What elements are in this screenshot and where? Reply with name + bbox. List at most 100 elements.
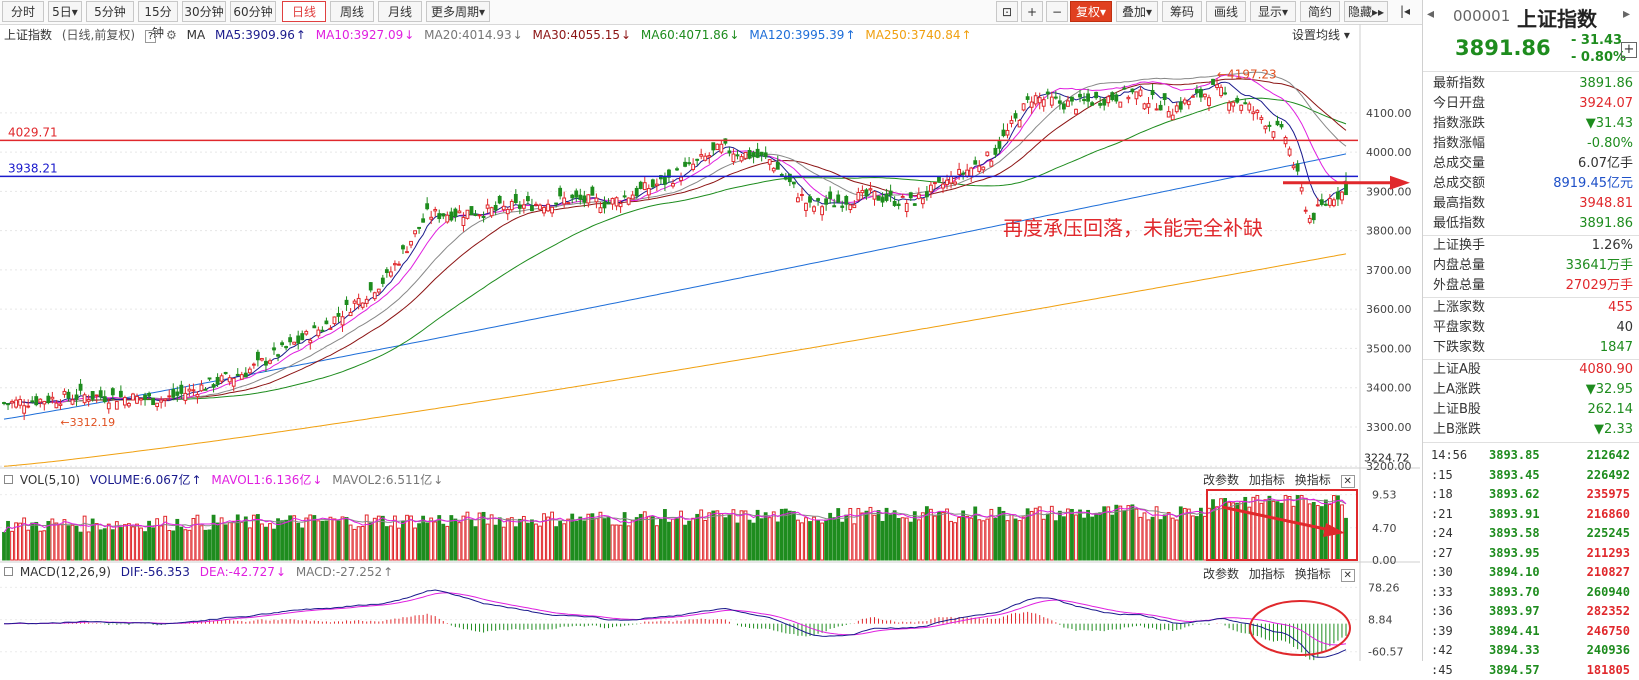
restore-rights-button[interactable]: 复权▾ <box>1070 1 1112 22</box>
candle-body <box>288 337 293 343</box>
tick-time: :24 <box>1431 526 1453 540</box>
candle-body <box>703 155 708 161</box>
candle-body <box>1303 209 1308 212</box>
vol-switch-indicator-button[interactable]: 换指标 <box>1294 473 1331 487</box>
volume-bar <box>26 529 31 561</box>
volume-bar <box>542 513 546 561</box>
quote-row-label: 上A涨跌 <box>1433 382 1481 397</box>
candle-body <box>304 330 309 335</box>
ma-settings-button[interactable]: 设置均线 ▾ <box>1292 28 1350 42</box>
volume-bar <box>62 519 67 561</box>
candle-body <box>929 184 933 193</box>
volume-bar <box>759 518 764 561</box>
overlay-button[interactable]: 叠加▾ <box>1116 1 1158 22</box>
candle-body <box>642 182 647 191</box>
period-tab-daily[interactable]: 日线 <box>282 1 326 22</box>
candle-body <box>352 300 357 304</box>
vol-close-icon[interactable]: ✕ <box>1340 475 1355 488</box>
candle-body <box>920 198 925 205</box>
tick-time: :45 <box>1431 662 1453 677</box>
period-tab-30min[interactable]: 30分钟 <box>182 1 226 22</box>
volume-bar <box>1102 506 1107 561</box>
candle-body <box>360 302 365 308</box>
volume-bar <box>1291 505 1296 561</box>
gear-icon[interactable]: ⚙ <box>166 28 177 42</box>
volume-bar <box>824 519 829 561</box>
macd-edit-params-button[interactable]: 改参数 <box>1203 567 1240 581</box>
more-periods-button[interactable]: 更多周期▾ <box>426 1 490 22</box>
macd-add-indicator-button[interactable]: 加指标 <box>1248 567 1285 581</box>
quote-row-value: 262.14 <box>1587 402 1634 417</box>
tick-price: 3893.45 <box>1489 467 1540 482</box>
period-tab-60min[interactable]: 60分钟 <box>230 1 276 22</box>
candle-body <box>872 190 877 200</box>
tick-price: 3893.95 <box>1489 545 1540 560</box>
candle-body <box>368 282 373 291</box>
candle-body <box>227 377 232 383</box>
volume-bar <box>195 514 200 561</box>
volume-bar <box>485 523 490 561</box>
candle-body <box>1227 102 1232 111</box>
help-icon[interactable]: ? <box>144 30 157 43</box>
volume-bar <box>993 517 998 561</box>
ma30-value: MA30:4055.15 <box>532 28 621 42</box>
volume-bar <box>787 510 792 561</box>
simple-button[interactable]: 简约 <box>1300 1 1340 22</box>
candle-body <box>1182 99 1187 104</box>
dea-line <box>4 592 1347 646</box>
red-arrow-head <box>1390 175 1410 190</box>
volume-bar <box>779 508 784 561</box>
volume-bar <box>320 520 325 561</box>
collapse-icon[interactable]: |◂ <box>1399 4 1411 18</box>
candle-body <box>1336 191 1340 200</box>
volume-bar <box>558 521 563 561</box>
lock-icon[interactable]: ⊡ <box>996 1 1018 22</box>
display-button[interactable]: 显示▾ <box>1250 1 1296 22</box>
candle-body <box>525 196 530 202</box>
volume-bar <box>231 520 236 561</box>
macd-switch-indicator-button[interactable]: 换指标 <box>1294 567 1331 581</box>
vol-edit-params-button[interactable]: 改参数 <box>1203 473 1240 487</box>
volume-bar <box>820 522 825 561</box>
period-tab-weekly[interactable]: 周线 <box>330 1 374 22</box>
add-watchlist-icon[interactable]: + <box>1621 42 1637 58</box>
volume-bar <box>344 517 349 561</box>
candle-body <box>1106 96 1111 104</box>
period-tab-intraday[interactable]: 分时 <box>2 1 44 22</box>
volume-bar <box>1122 510 1127 561</box>
y-tick-label: 3300.00 <box>1366 421 1412 434</box>
period-tab-5min[interactable]: 5分钟 <box>86 1 134 22</box>
hide-button[interactable]: 隐藏▸▸ <box>1344 1 1388 22</box>
candle-body <box>54 402 59 409</box>
volume-bar <box>977 519 982 561</box>
volume-bar <box>1299 495 1304 561</box>
prev-stock-icon[interactable]: ◂ <box>1427 6 1435 22</box>
quote-row-label: 最高指数 <box>1433 196 1486 211</box>
candle-body <box>1194 89 1199 94</box>
volume-bar <box>1138 516 1143 561</box>
vol-tick-label: 4.70 <box>1372 522 1397 535</box>
candle-body <box>332 316 337 325</box>
next-stock-icon[interactable]: ▸ <box>1623 6 1631 22</box>
tick-price: 3893.85 <box>1489 448 1540 462</box>
volume-bar <box>264 526 268 561</box>
tick-volume: 181805 <box>1586 662 1630 677</box>
zoom-in-icon[interactable]: + <box>1021 1 1043 22</box>
stock-name: 上证指数 <box>1517 7 1597 31</box>
volume-bar <box>880 520 885 561</box>
candle-body <box>1271 131 1276 138</box>
candle-body <box>1315 204 1320 207</box>
macd-close-icon[interactable]: ✕ <box>1340 569 1355 582</box>
period-tab-5day[interactable]: 5日▾ <box>48 1 82 22</box>
zoom-out-icon[interactable]: − <box>1046 1 1068 22</box>
period-tab-monthly[interactable]: 月线 <box>378 1 422 22</box>
chips-button[interactable]: 筹码 <box>1162 1 1202 22</box>
volume-bar <box>610 524 615 561</box>
volume-bar <box>864 510 869 561</box>
vol-add-indicator-button[interactable]: 加指标 <box>1248 473 1285 487</box>
draw-button[interactable]: 画线 <box>1206 1 1246 22</box>
volume-bar <box>691 517 696 561</box>
volume-bar <box>912 511 917 561</box>
period-tab-15min[interactable]: 15分钟 <box>138 1 178 40</box>
volume-bar <box>445 525 450 561</box>
